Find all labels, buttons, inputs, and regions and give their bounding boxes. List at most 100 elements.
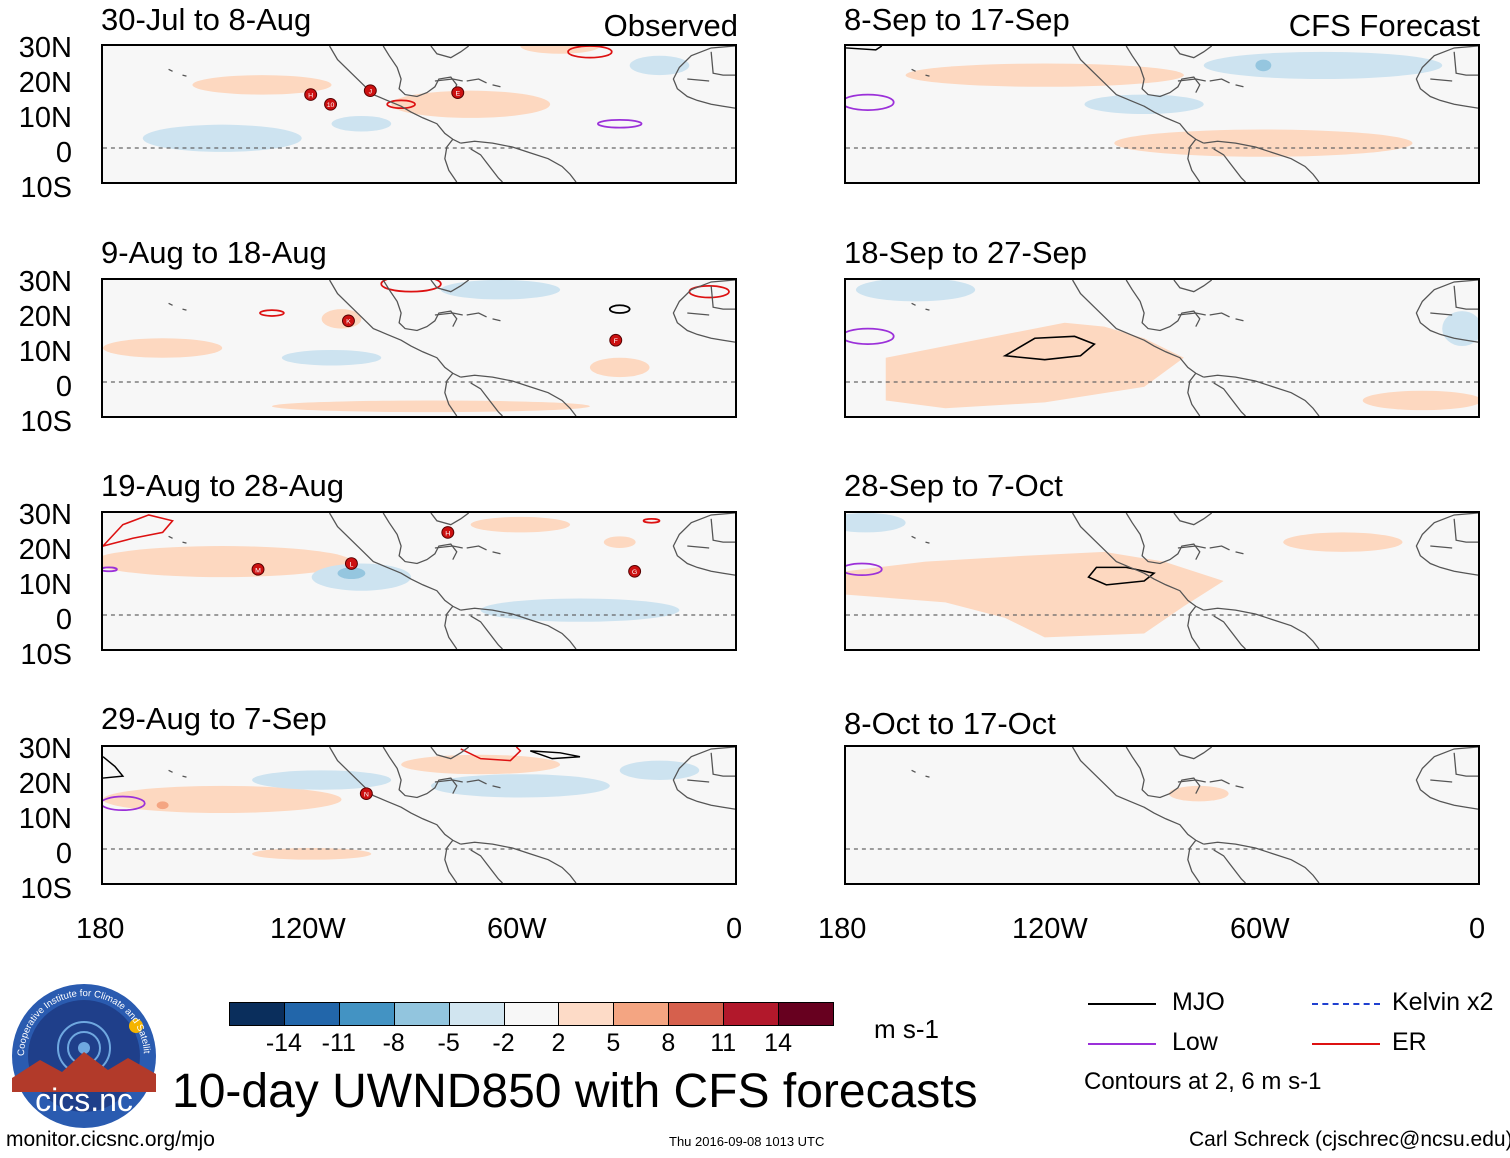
coastline (492, 785, 501, 789)
observed-label: Observed (603, 8, 738, 43)
coastline (925, 775, 930, 778)
coastline (382, 46, 458, 98)
coastline (1209, 78, 1230, 84)
coastline (1177, 545, 1206, 549)
storm-marker-body (324, 97, 338, 111)
coastline (434, 78, 463, 82)
coastline (1235, 318, 1244, 322)
negative-anomaly (480, 598, 680, 622)
lon-label-60w-right: 60W (1230, 913, 1290, 945)
coastline (1177, 312, 1206, 316)
positive-anomaly (401, 754, 561, 775)
panel-title-fcst-1: 8-Sep to 17-Sep (844, 2, 1070, 37)
mjo-contour (103, 756, 125, 779)
negative-anomaly (281, 349, 382, 366)
coastline (925, 308, 930, 311)
coastline (687, 545, 710, 549)
storm-marker-body (359, 787, 373, 800)
legend-er-line (1312, 1043, 1380, 1045)
coastline (492, 551, 501, 555)
positive-anomaly (846, 551, 1224, 638)
coastline (168, 769, 173, 773)
low-contour (103, 795, 146, 812)
coastline (1173, 280, 1213, 293)
positive-anomaly (905, 63, 1184, 87)
coastline (444, 605, 458, 649)
negative-anomaly (1255, 59, 1272, 72)
lat-label-30n-row3: 30N (18, 499, 72, 531)
mjo-contour (1087, 566, 1156, 586)
coastline (1235, 785, 1244, 789)
coastline (1173, 513, 1213, 526)
colorbar-tick-label: -8 (382, 1029, 405, 1057)
storm-label: 10 (327, 102, 335, 109)
coastline (460, 140, 577, 182)
storm-label: E (455, 91, 460, 98)
coastline (434, 312, 463, 316)
legend-mjo-line (1088, 1003, 1156, 1005)
contours-note: Contours at 2, 6 m s-1 (1084, 1068, 1322, 1095)
coastline (1430, 312, 1453, 316)
storm-label: H (445, 530, 450, 537)
positive-anomaly (271, 400, 590, 413)
colorbar-bin-8 (668, 1002, 725, 1026)
coastline (470, 615, 503, 649)
map-panel-obs-4: N (101, 745, 737, 885)
lat-label-10n-row2: 10N (18, 336, 72, 368)
legend-low-label: Low (1172, 1028, 1218, 1056)
coastline (925, 74, 930, 77)
footer-url[interactable]: monitor.cicsnc.org/mjo (6, 1128, 215, 1151)
coastline (329, 513, 462, 611)
coastline (1453, 518, 1478, 543)
positive-anomaly (1114, 129, 1413, 157)
lat-label-eq-row2: 0 (55, 371, 72, 403)
lat-label-10n-row3: 10N (18, 569, 72, 601)
storm-marker-body (344, 557, 358, 570)
storm-label: H (308, 93, 313, 100)
positive-anomaly (156, 801, 169, 810)
lat-label-10s-row2: 10S (20, 406, 72, 438)
map-panel-obs-3: M L H G (101, 511, 737, 651)
storm-label: N (364, 792, 369, 799)
coastline (434, 545, 463, 549)
positive-anomaly (252, 848, 372, 860)
mjo-contour (846, 46, 883, 51)
lat-label-30n-row2: 30N (18, 266, 72, 298)
legend-low-line (1088, 1043, 1156, 1045)
panel-title-fcst-2: 18-Sep to 27-Sep (844, 235, 1088, 270)
coastline (710, 752, 735, 777)
cics-logo-graphic: Cooperative Institute for Climate and Sa… (7, 974, 156, 1128)
legend-er-label: ER (1392, 1028, 1427, 1056)
panel-title-obs-3: 19-Aug to 28-Aug (101, 468, 345, 503)
map-panel-fcst-1 (844, 44, 1480, 184)
negative-anomaly (1203, 51, 1443, 80)
coastline (1125, 747, 1201, 799)
lat-label-10s-row4: 10S (20, 873, 72, 905)
colorbar-units: m s-1 (874, 1014, 939, 1044)
coastline (1072, 513, 1205, 611)
forecast-label: CFS Forecast (1288, 8, 1480, 43)
colorbar-bin-9 (723, 1002, 780, 1026)
map-graphic: M L H G (103, 513, 735, 649)
storm-marker-icon: K (341, 314, 355, 328)
lon-label-0-right: 0 (1469, 913, 1486, 945)
legend-kelvin-line (1312, 1003, 1380, 1005)
coastline (492, 84, 501, 88)
coastline (1453, 285, 1478, 310)
map-graphic: KF (103, 280, 735, 416)
storm-marker-icon: J (363, 84, 377, 97)
footer-timestamp: Thu 2016-09-08 1013 UTC (669, 1134, 825, 1149)
storm-marker-body (451, 86, 465, 99)
positive-anomaly (1168, 785, 1229, 802)
storm-marker-icon: 10 (324, 97, 338, 111)
negative-anomaly (629, 55, 690, 76)
coastline (911, 302, 916, 306)
lon-label-180-right: 180 (818, 913, 867, 945)
positive-anomaly (103, 338, 223, 358)
storm-label: K (346, 319, 351, 326)
storm-label: F (614, 338, 618, 345)
coastline (460, 841, 577, 883)
low-contour (846, 562, 883, 577)
map-panel-fcst-3 (844, 511, 1480, 651)
